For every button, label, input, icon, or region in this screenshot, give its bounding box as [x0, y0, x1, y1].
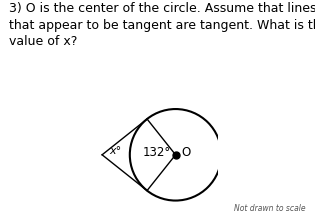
Text: 132°: 132°	[142, 146, 171, 159]
Text: O: O	[181, 146, 191, 159]
Text: x°: x°	[109, 146, 122, 156]
Text: Not drawn to scale: Not drawn to scale	[234, 204, 306, 213]
Text: 3) O is the center of the circle. Assume that lines
that appear to be tangent ar: 3) O is the center of the circle. Assume…	[9, 2, 315, 48]
